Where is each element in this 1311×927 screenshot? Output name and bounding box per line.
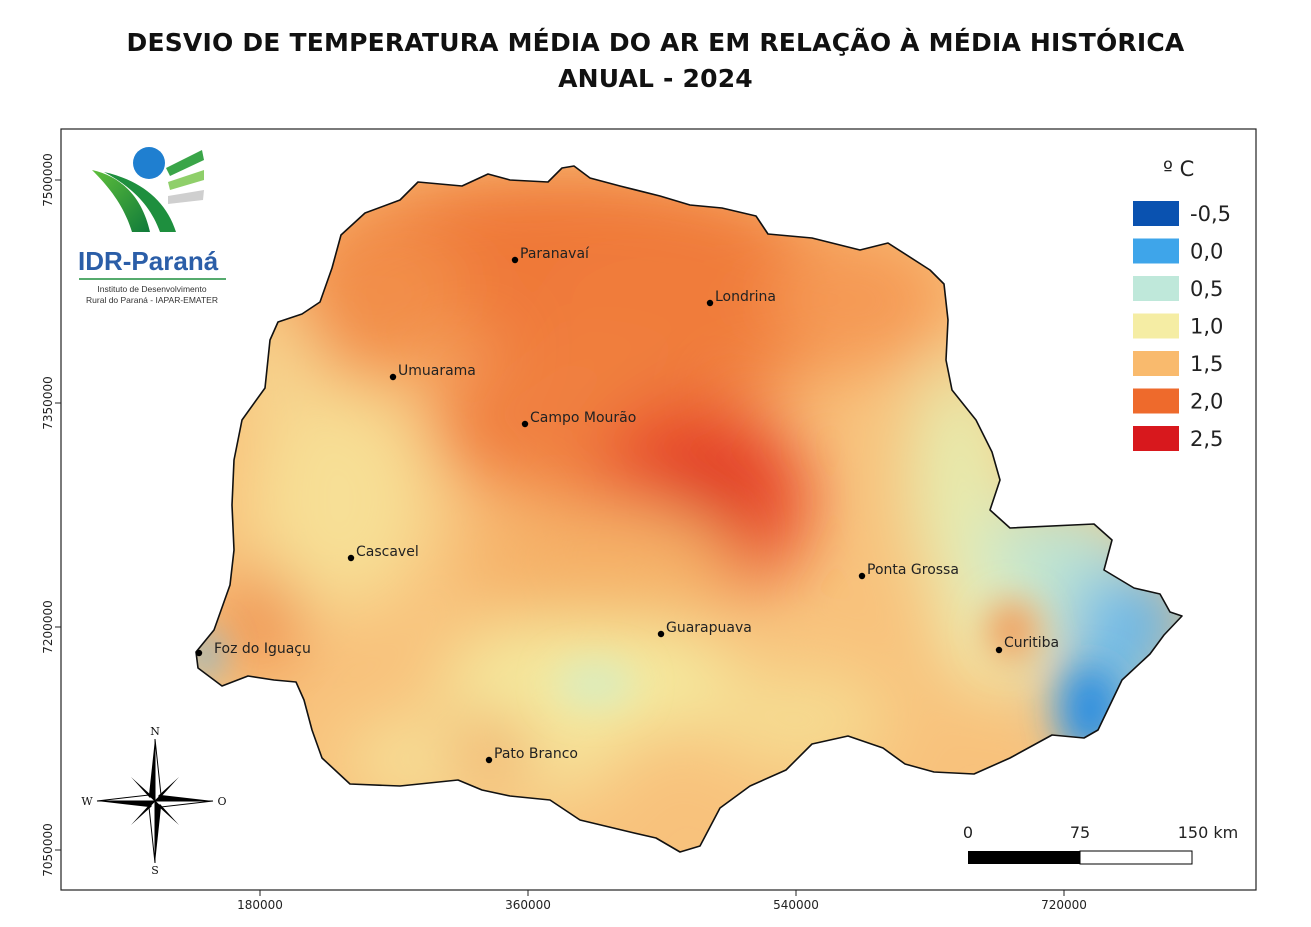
legend-swatch [1133,351,1179,376]
scale-label: 75 [1070,823,1090,842]
city-umuarama: Umuarama [389,363,476,381]
city-marker [657,630,665,638]
legend-swatch [1133,238,1179,264]
city-marker [706,299,714,307]
logo-stripe-shape [168,170,204,190]
logo-wordmark: IDR-Paraná [78,246,219,276]
y-tick-label: 7350000 [41,376,55,429]
x-tick-label: 720000 [1041,898,1087,912]
legend-label: 2,0 [1190,390,1223,414]
y-tick-label: 7500000 [41,153,55,206]
compass-south: S [151,864,159,877]
legend-label: 2,5 [1190,427,1223,451]
compass-west: W [81,795,93,808]
city-marker [347,554,355,562]
x-tick-label: 540000 [773,898,819,912]
legend-label: -0,5 [1190,202,1231,226]
temperature-anomaly-surface [196,166,1182,852]
state-boundary [195,165,1183,853]
city-label: Paranavaí [520,246,590,262]
city-label: Ponta Grossa [867,562,959,578]
y-axis: 7500000 7350000 7200000 7050000 [41,153,61,877]
compass-east: O [217,795,226,808]
city-campo-mourao: Campo Mourão [521,410,636,428]
city-ponta-grossa: Ponta Grossa [858,562,959,580]
scale-bar: 0 75 150 km [963,823,1238,865]
city-label: Pato Branco [494,746,578,762]
city-marker [995,646,1003,654]
city-marker [521,420,529,428]
scale-label: 150 km [1178,823,1238,842]
y-tick-label: 7200000 [41,600,55,653]
city-cascavel: Cascavel [347,544,419,562]
legend-swatch [1133,313,1179,339]
city-label: Umuarama [398,363,476,379]
city-label: Londrina [715,289,776,305]
legend-unit: º C [1163,157,1194,181]
idr-parana-logo: IDR-Paraná Instituto de Desenvolvimento … [78,147,226,305]
legend-label: 0,5 [1190,277,1223,301]
city-marker [858,572,866,580]
city-marker [195,649,203,657]
city-pato-branco: Pato Branco [485,746,578,764]
city-marker [389,373,397,381]
x-tick-label: 180000 [237,898,283,912]
map-title-line1: DESVIO DE TEMPERATURA MÉDIA DO AR EM REL… [126,28,1185,57]
city-foz-do-iguacu: Foz do Iguaçu [195,641,311,657]
y-tick-label: 7050000 [41,823,55,876]
city-londrina: Londrina [706,289,776,307]
city-guarapuava: Guarapuava [657,620,752,638]
legend-swatch [1133,276,1179,301]
city-marker [511,256,519,264]
legend-swatch [1133,388,1179,414]
city-marker [485,756,493,764]
city-label: Curitiba [1004,635,1059,651]
map-title-line2: ANUAL - 2024 [558,64,753,93]
legend-label: 0,0 [1190,240,1223,264]
logo-arc-shape [104,172,176,232]
compass-rose: N S W O [81,725,226,877]
logo-stripe-shape [168,190,204,204]
city-label: Cascavel [356,544,419,560]
city-label: Guarapuava [666,620,752,636]
legend-swatch [1133,201,1179,226]
logo-arc-shape [92,170,150,232]
city-label: Campo Mourão [530,410,636,426]
city-paranavai: Paranavaí [511,246,590,264]
legend-label: 1,5 [1190,352,1223,376]
legend-label: 1,0 [1190,315,1223,339]
legend-swatch [1133,426,1179,451]
logo-subtitle: Instituto de Desenvolvimento [97,284,206,294]
legend: º C -0,5 0,0 0,5 1,0 1,5 2,0 2,5 [1133,157,1231,451]
logo-subtitle: Rural do Paraná - IAPAR-EMATER [86,295,218,305]
x-axis: 180000 360000 540000 720000 [237,890,1087,912]
city-curitiba: Curitiba [995,635,1059,654]
logo-stripe-shape [166,150,204,176]
scale-label: 0 [963,823,973,842]
x-tick-label: 360000 [505,898,551,912]
logo-sun-shape [133,147,165,179]
compass-north: N [150,725,160,738]
city-label: Foz do Iguaçu [214,641,311,657]
